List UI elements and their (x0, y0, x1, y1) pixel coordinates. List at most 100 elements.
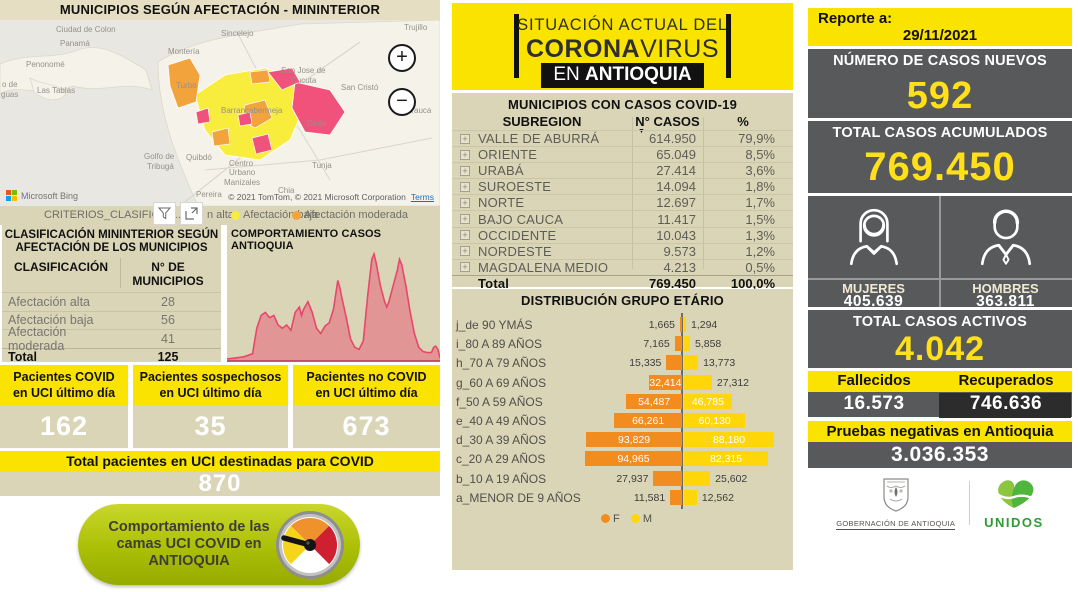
bar-female[interactable] (648, 374, 682, 390)
map-city-label: Turbo (176, 81, 197, 90)
accumulated-label: TOTAL CASOS ACUMULADOS (832, 125, 1048, 141)
subregion-name: ORIENTE (478, 147, 538, 163)
cases-trend-chart[interactable] (227, 244, 440, 362)
uci-card-value: 35 (133, 405, 288, 448)
map-city-label: Manizales (224, 178, 261, 187)
expand-plus-icon[interactable]: + (460, 133, 470, 144)
expand-plus-icon[interactable]: + (460, 230, 470, 241)
microsoft-logo-icon (6, 190, 17, 201)
age-group-label: h_70 A 79 AÑOS (456, 356, 547, 371)
classification-row: Afectación baja 56 (2, 310, 221, 330)
subregion-row: + BAJO CAUCA 11.417 1,5% (452, 210, 793, 227)
col-header-subregion[interactable]: SUBREGION (502, 114, 582, 129)
map-title: MUNICIPIOS SEGÚN AFECTACIÓN - MININTERIO… (0, 0, 440, 20)
men-label: HOMBRES (972, 281, 1039, 296)
legend-alta-fragment: n alta (207, 209, 234, 221)
focus-mode-icon[interactable] (180, 202, 203, 225)
age-pyramid-chart[interactable]: j_de 90 YMÁS 1,665 1,294 i_80 A 89 AÑOS 7,16… (452, 313, 793, 509)
subregion-name: OCCIDENTE (478, 227, 557, 243)
subregion-cases: 14.094 (656, 179, 696, 195)
subregion-table-title: MUNICIPIOS CON CASOS COVID-19 (508, 97, 737, 112)
bar-female[interactable] (586, 432, 682, 448)
bar-female[interactable] (670, 489, 682, 505)
map-canvas (0, 20, 440, 206)
col-header-casos[interactable]: N° CASOS (635, 114, 700, 129)
expand-plus-icon[interactable]: + (460, 181, 470, 192)
subregion-total-row: Total 769.450 100,0% (452, 274, 793, 291)
bar-female-value: 93,829 (618, 434, 651, 447)
bar-female[interactable] (614, 413, 682, 428)
cases-trend-panel: COMPORTAMIENTO CASOS ANTIOQUIA (227, 225, 440, 362)
active-value: 4.042 (894, 330, 986, 368)
bing-map[interactable]: Ciudad de Colon Panamá Penonomé o de guas Las… (0, 20, 440, 206)
col-header-pct[interactable]: % (737, 114, 749, 129)
map-city-label: Tunja (312, 161, 332, 170)
map-region-alta (291, 81, 346, 136)
bar-female[interactable] (585, 451, 682, 467)
bar-female[interactable] (626, 393, 682, 409)
bar-male[interactable] (684, 470, 711, 486)
expand-plus-icon[interactable]: + (460, 197, 470, 208)
expand-plus-icon[interactable]: + (460, 262, 470, 273)
classification-count: 28 (161, 294, 175, 309)
bar-female[interactable] (653, 470, 682, 486)
bar-male-value: 12,562 (701, 491, 734, 504)
map-terms-link[interactable]: Terms (410, 192, 434, 202)
expand-plus-icon[interactable]: + (460, 149, 470, 160)
subregion-pct: 100,0% (730, 275, 775, 291)
bing-logo: Microsoft Bing (6, 190, 78, 201)
bar-female[interactable] (680, 317, 682, 332)
subregion-cases: 11.417 (657, 211, 696, 227)
subregion-row: + ORIENTE 65.049 8,5% (452, 146, 793, 162)
new-cases-box: NÚMERO DE CASOS NUEVOS 592 (808, 49, 1072, 118)
bar-female[interactable] (666, 355, 682, 371)
subregion-cases: 4.213 (663, 259, 696, 275)
bar-male[interactable] (684, 489, 697, 505)
situation-header: SITUACIÓN ACTUAL DEL CORONAVIRUS EN ANTI… (452, 3, 793, 90)
map-zoom-in-button[interactable]: + (388, 44, 416, 72)
subregion-pct: 0,5% (745, 259, 775, 275)
recovered-value: 746.636 (969, 393, 1043, 414)
subregion-name: VALLE DE ABURRÁ (478, 131, 600, 147)
bar-male[interactable] (684, 374, 712, 390)
unidos-heart-icon (996, 480, 1034, 508)
classification-row: Afectación moderada 41 (2, 325, 221, 353)
map-city-label: Tribugá (147, 162, 174, 171)
expand-plus-icon[interactable]: + (460, 165, 470, 176)
gauge-icon (276, 511, 344, 579)
uci-total-value: 870 (0, 472, 440, 496)
map-region-moderada (167, 57, 201, 109)
subregion-pct: 1,8% (745, 179, 775, 195)
footer-logos: GOBERNACIÓN DE ANTIOQUIA UNIDOS (808, 474, 1072, 532)
subregion-cases: 65.049 (656, 147, 696, 163)
municipios-col-header: N° DE MUNICIPIOS (132, 260, 204, 288)
age-group-label: j_de 90 YMÁS (456, 318, 533, 332)
uci-beds-behavior-button[interactable]: Comportamiento de las camas UCI COVID en… (78, 504, 360, 585)
bar-male[interactable] (684, 336, 690, 352)
bar-male[interactable] (684, 451, 769, 467)
pyramid-row: h_70 A 79 AÑOS 15,335 13,773 (452, 353, 793, 372)
bar-male-value: 88,180 (712, 434, 746, 447)
map-city-label: Golfo de (144, 152, 175, 161)
pyramid-row: e_40 A 49 AÑOS 66,261 60,130 (452, 411, 793, 430)
bar-male[interactable] (684, 393, 732, 409)
legend-item-moderada: Afectación moderada (292, 209, 408, 221)
deceased-recovered-header: Fallecidos Recuperados (808, 371, 1072, 392)
expand-plus-icon[interactable]: + (460, 246, 470, 257)
pyramid-row: c_20 A 29 AÑOS 94,965 82,315 (452, 449, 793, 468)
subregion-cases: 12.697 (656, 195, 696, 211)
bar-male[interactable] (684, 355, 699, 371)
filter-icon[interactable] (153, 202, 176, 225)
active-cases-box: TOTAL CASOS ACTIVOS 4.042 (808, 310, 1072, 368)
subregion-cases: 769.450 (649, 275, 696, 291)
uci-card-label: Pacientes sospechosos en UCI último día (133, 365, 288, 405)
expand-plus-icon[interactable]: + (460, 214, 470, 225)
subregion-pct: 1,7% (745, 195, 775, 211)
map-zoom-out-button[interactable]: − (388, 88, 416, 116)
bar-male[interactable] (684, 413, 746, 428)
deceased-label: Fallecidos (837, 372, 911, 389)
bar-male[interactable] (684, 317, 686, 332)
uci-card: Pacientes sospechosos en UCI último día 35 (133, 365, 288, 448)
bar-female[interactable] (674, 336, 682, 352)
bar-male[interactable] (684, 432, 775, 448)
